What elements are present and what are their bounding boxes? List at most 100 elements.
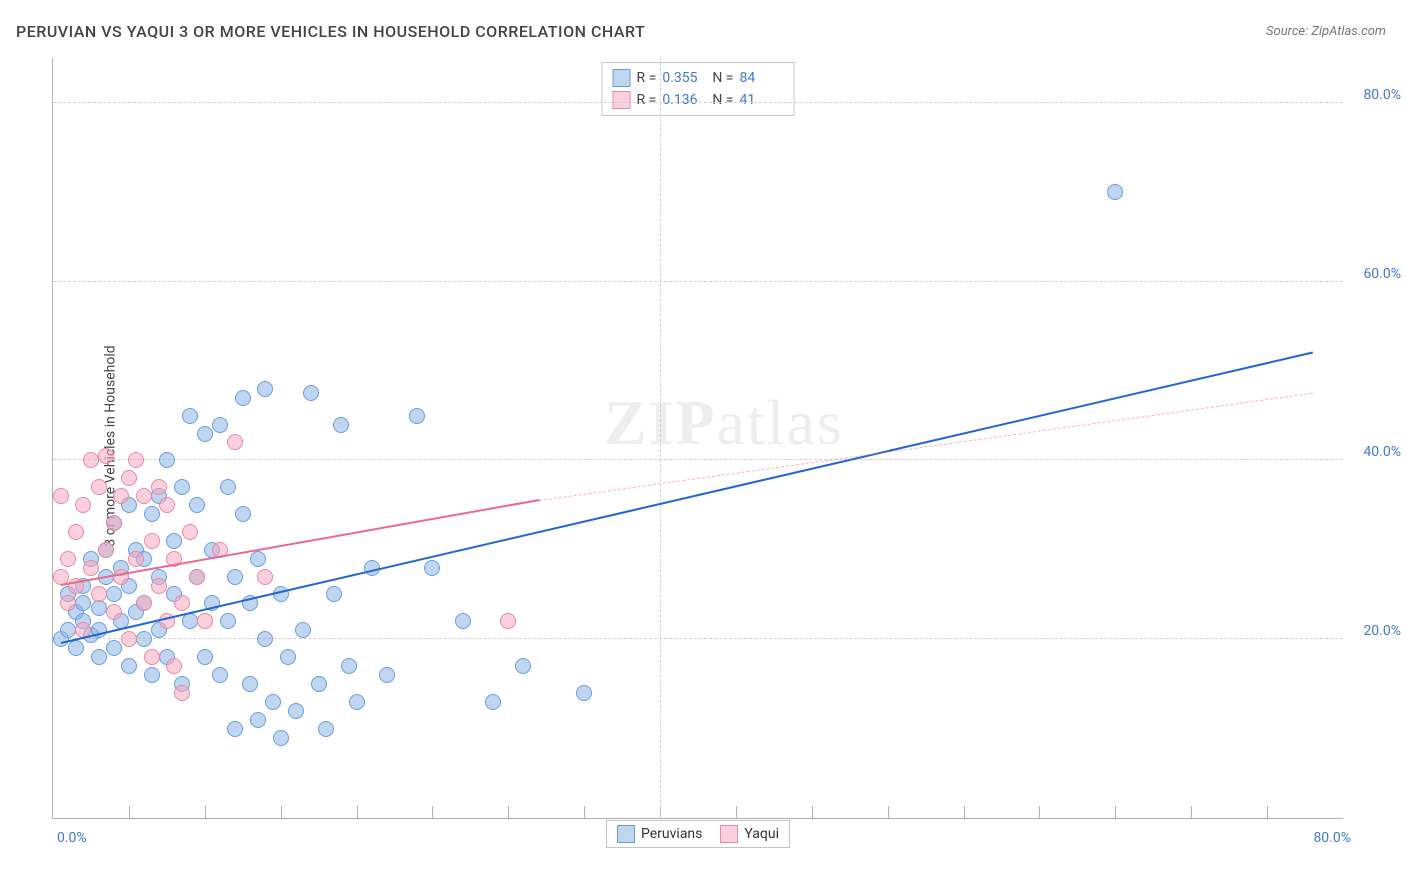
- scatter-point: [113, 488, 129, 504]
- scatter-point: [91, 649, 107, 665]
- legend-swatch-peruvians: [617, 825, 635, 843]
- scatter-point: [341, 658, 357, 674]
- scatter-point: [106, 640, 122, 656]
- y-tick-label: 60.0%: [1351, 266, 1401, 282]
- scatter-point: [318, 721, 334, 737]
- scatter-point: [189, 569, 205, 585]
- minor-tick: [432, 806, 433, 818]
- minor-tick: [1191, 806, 1192, 818]
- scatter-point: [189, 497, 205, 513]
- scatter-point: [174, 595, 190, 611]
- y-tick-label: 20.0%: [1351, 623, 1401, 639]
- scatter-point: [257, 569, 273, 585]
- watermark: ZIPatlas: [604, 386, 844, 460]
- scatter-point: [98, 542, 114, 558]
- scatter-point: [500, 613, 516, 629]
- stats-row: R = 0.355 N = 84: [613, 67, 784, 89]
- scatter-point: [98, 448, 114, 464]
- scatter-point: [151, 479, 167, 495]
- minor-tick: [129, 806, 130, 818]
- gridline-horizontal: [53, 102, 1343, 103]
- stats-r-value: 0.136: [662, 92, 706, 108]
- minor-tick: [812, 806, 813, 818]
- scatter-point: [515, 658, 531, 674]
- scatter-point: [349, 694, 365, 710]
- scatter-point: [174, 685, 190, 701]
- scatter-point: [424, 560, 440, 576]
- scatter-point: [53, 488, 69, 504]
- minor-tick: [736, 806, 737, 818]
- scatter-point: [106, 586, 122, 602]
- scatter-point: [144, 667, 160, 683]
- gridline-vertical: [660, 58, 661, 818]
- stats-r-label: R =: [637, 92, 657, 108]
- scatter-point: [60, 595, 76, 611]
- stats-swatch-peruvians: [613, 69, 631, 87]
- scatter-point: [197, 426, 213, 442]
- gridline-horizontal: [53, 281, 1343, 282]
- scatter-point: [174, 479, 190, 495]
- scatter-point: [242, 676, 258, 692]
- scatter-point: [220, 479, 236, 495]
- gridline-horizontal: [53, 459, 1343, 460]
- scatter-point: [128, 551, 144, 567]
- scatter-point: [197, 613, 213, 629]
- scatter-point: [144, 649, 160, 665]
- scatter-point: [182, 524, 198, 540]
- minor-tick: [508, 806, 509, 818]
- legend-label: Yaqui: [744, 826, 779, 842]
- scatter-point: [68, 524, 84, 540]
- minor-tick: [281, 806, 282, 818]
- scatter-point: [227, 434, 243, 450]
- scatter-point: [136, 595, 152, 611]
- scatter-point: [75, 595, 91, 611]
- scatter-point: [83, 452, 99, 468]
- x-tick-label: 0.0%: [57, 830, 87, 846]
- watermark-atlas: atlas: [717, 387, 844, 458]
- scatter-point: [159, 452, 175, 468]
- scatter-point: [136, 488, 152, 504]
- stats-r-value: 0.355: [662, 70, 706, 86]
- scatter-point: [250, 551, 266, 567]
- scatter-point: [576, 685, 592, 701]
- gridline-horizontal: [53, 638, 1343, 639]
- scatter-point: [91, 586, 107, 602]
- legend-swatch-yaqui: [720, 825, 738, 843]
- minor-tick: [584, 806, 585, 818]
- y-tick-label: 40.0%: [1351, 444, 1401, 460]
- scatter-point: [121, 658, 137, 674]
- scatter-point: [106, 604, 122, 620]
- x-tick-label: 80.0%: [1313, 830, 1351, 846]
- minor-tick: [888, 806, 889, 818]
- scatter-point: [113, 569, 129, 585]
- scatter-point: [295, 622, 311, 638]
- scatter-point: [257, 381, 273, 397]
- scatter-point: [235, 390, 251, 406]
- scatter-point: [75, 497, 91, 513]
- scatter-point: [182, 613, 198, 629]
- stats-r-label: R =: [637, 70, 657, 86]
- minor-tick: [964, 806, 965, 818]
- scatter-point: [303, 385, 319, 401]
- scatter-point: [265, 694, 281, 710]
- minor-tick: [205, 806, 206, 818]
- minor-tick: [357, 806, 358, 818]
- scatter-point: [485, 694, 501, 710]
- scatter-point: [136, 631, 152, 647]
- scatter-point: [106, 515, 122, 531]
- correlation-chart: PERUVIAN VS YAQUI 3 OR MORE VEHICLES IN …: [0, 0, 1406, 892]
- scatter-point: [197, 649, 213, 665]
- minor-tick: [1039, 806, 1040, 818]
- stats-row: R = 0.136 N = 41: [613, 89, 784, 111]
- scatter-point: [257, 631, 273, 647]
- scatter-point: [83, 560, 99, 576]
- scatter-point: [379, 667, 395, 683]
- scatter-point: [144, 533, 160, 549]
- scatter-point: [280, 649, 296, 665]
- scatter-point: [455, 613, 471, 629]
- scatter-point: [151, 578, 167, 594]
- scatter-point: [235, 506, 251, 522]
- scatter-point: [326, 586, 342, 602]
- stats-n-label: N =: [712, 92, 733, 108]
- scatter-point: [273, 730, 289, 746]
